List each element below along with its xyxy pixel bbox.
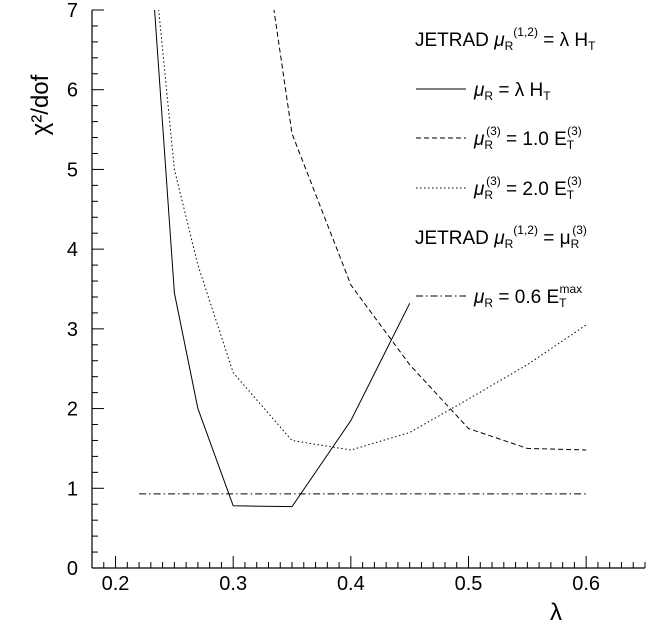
legend-entry-4: μR = 0.6 ETmax (473, 282, 582, 310)
series-line-2 (273, 10, 587, 451)
x-tick-label: 0.2 (102, 573, 130, 595)
legend-entry-2: μR(3) = 1.0 ET(3) (473, 124, 582, 152)
legend-entry-1: μR = λ HT (473, 80, 551, 103)
series-line-3 (158, 10, 587, 451)
y-tick-label: 1 (67, 478, 78, 500)
x-tick-label: 0.3 (219, 573, 247, 595)
series-line-1 (154, 10, 411, 508)
x-axis-title: λ (550, 599, 562, 625)
series-layer (139, 10, 587, 508)
y-tick-label: 7 (67, 0, 78, 22)
y-tick-label: 4 (67, 239, 78, 261)
axes-layer: 0.2 0.3 0.4 0.5 0.6 0 1 2 3 4 5 6 7 λ χ²/dof (27, 0, 646, 625)
x-tick-label: 0.6 (572, 573, 600, 595)
y-tick-label: 0 (67, 558, 78, 580)
legend-header-2: JETRAD μR(1,2) = μR(3) (415, 223, 587, 251)
y-tick-label: 5 (67, 159, 78, 181)
y-tick-label: 2 (67, 399, 78, 421)
y-axis-title: χ²/dof (27, 74, 54, 135)
legend-header-1: JETRAD μR(1,2) = λ HT (415, 25, 596, 53)
x-tick-label: 0.4 (337, 573, 365, 595)
y-tick-label: 3 (67, 319, 78, 341)
x-tick-label: 0.5 (455, 573, 483, 595)
legend: JETRAD μR(1,2) = λ HT μR = λ HT μR(3) = 1.… (415, 25, 596, 310)
y-tick-label: 6 (67, 80, 78, 102)
legend-entry-3: μR(3) = 2.0 ET(3) (473, 174, 582, 202)
